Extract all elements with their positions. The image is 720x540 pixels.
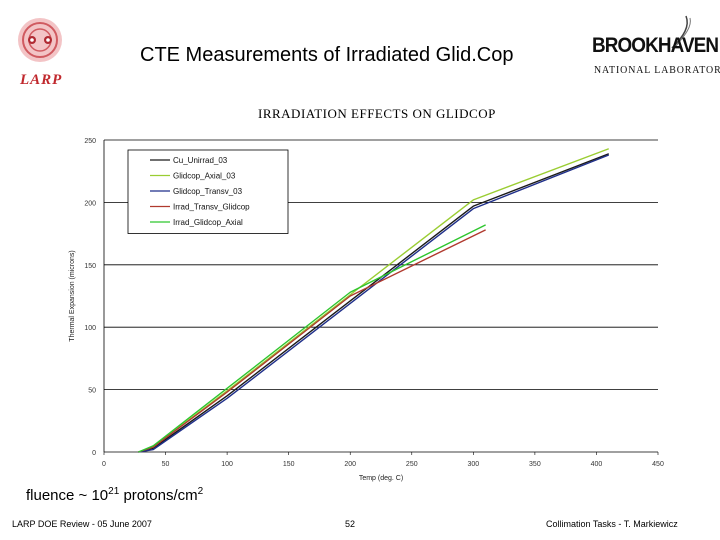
- fluence-exponent: 21: [108, 486, 120, 497]
- y-axis-title: Thermal Expansion (microns): [69, 250, 76, 341]
- legend-label: Cu_Unirrad_03: [173, 156, 228, 165]
- brookhaven-logo-word: BROOKHAVEN: [592, 34, 719, 57]
- slide-title: CTE Measurements of Irradiated Glid.Cop: [140, 44, 514, 66]
- series-line-Glidcop_Transv_03: [138, 154, 610, 453]
- labels-layer: 0 50 100 150 200 250 0 50 100 150 200 250 300 350 400 4…: [69, 138, 664, 482]
- series-line-Irrad_Transv_Glidcop: [138, 229, 486, 453]
- series-line-Irrad_Glidcop_Axial: [138, 224, 486, 453]
- legend: Cu_Unirrad_03 Glidcop_Axial_03 Glidcop_Tra…: [127, 149, 289, 234]
- y-tick-label: 250: [84, 138, 96, 145]
- x-axis-title: Temp (deg. C): [359, 475, 403, 482]
- lhc-logo: [18, 18, 62, 62]
- brookhaven-logo-subtitle: NATIONAL LABORATORY: [594, 64, 720, 76]
- footer-right: Collimation Tasks - T. Markiewicz: [546, 519, 678, 529]
- y-tick-label: 100: [84, 325, 96, 332]
- y-tick-label: 0: [92, 450, 96, 457]
- fluence-prefix: fluence ~ 10: [26, 487, 109, 504]
- brookhaven-logo: BROOKHAVEN NATIONAL LABORATORY: [592, 14, 720, 84]
- y-tick-label: 150: [84, 263, 96, 270]
- x-tick-label: 450: [652, 461, 664, 468]
- chart-title: IRRADIATION EFFECTS ON GLIDCOP: [258, 106, 496, 121]
- x-tick-label: 350: [529, 461, 541, 468]
- footer-page-number: 52: [345, 519, 356, 529]
- legend-label: Irrad_Glidcop_Axial: [173, 218, 243, 227]
- thermal-expansion-chart: 0 50 100 150 200 250 0 50 100 150 200 250 300 350 400 4…: [69, 138, 664, 482]
- larp-logo-text: LARP: [20, 72, 63, 88]
- y-tick-label: 200: [84, 200, 96, 207]
- bnl-swoosh-icon: [671, 15, 691, 49]
- x-tick-label: 250: [406, 461, 418, 468]
- legend-label: Glidcop_Transv_03: [173, 187, 243, 196]
- x-tick-label: 200: [344, 461, 356, 468]
- fluence-suffix: protons/cm: [119, 487, 198, 504]
- legend-box: [127, 149, 289, 234]
- footer-left: LARP DOE Review - 05 June 2007: [12, 519, 152, 529]
- x-tick-label: 300: [467, 461, 479, 468]
- x-tick-label: 50: [162, 461, 170, 468]
- x-tick-label: 100: [221, 461, 233, 468]
- fluence-note: fluence ~ 1021 protons/cm2: [26, 486, 203, 504]
- legend-label: Irrad_Transv_Glidcop: [173, 203, 250, 212]
- fluence-units-exponent: 2: [197, 486, 204, 497]
- series-line-Cu_Unirrad_03: [138, 153, 610, 453]
- x-tick-label: 400: [591, 461, 603, 468]
- axes-layer: [103, 140, 659, 455]
- series-layer: [138, 148, 610, 453]
- x-tick-label: 0: [102, 461, 106, 468]
- y-tick-label: 50: [88, 388, 96, 395]
- legend-label: Glidcop_Axial_03: [173, 172, 236, 181]
- x-tick-label: 150: [283, 461, 295, 468]
